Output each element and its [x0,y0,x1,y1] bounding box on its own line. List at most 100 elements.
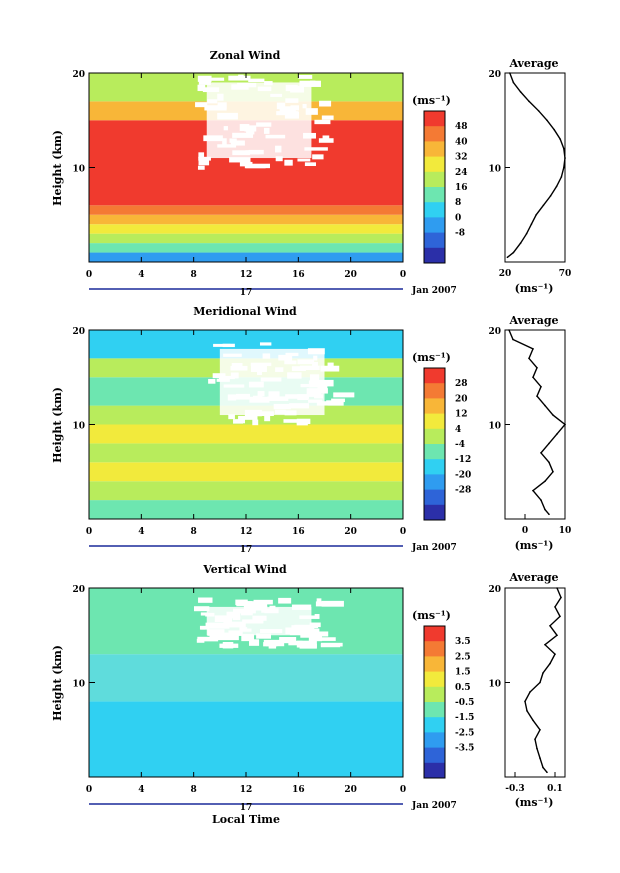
vertical-colorbar-swatch [424,671,445,688]
meridional-profile-xlabel: (ms⁻¹) [515,539,554,552]
zonal-layer-2 [89,233,403,244]
zonal-xtick-label: 0 [400,270,406,280]
meridional-x-ticks: 0 4 8 12 16 20 0 [86,330,406,537]
vertical-profile-point [560,596,562,599]
vertical-profile-point [556,634,558,637]
meridional-profile-xtick-label: 0 [522,526,528,536]
meridional-profile-point [532,376,534,379]
meridional-ytick-label: 20 [72,327,85,337]
vertical-profile-point [542,672,544,674]
zonal-profile-frame [504,72,566,263]
vertical-missing-data [197,636,219,642]
meridional-missing-data [327,362,334,368]
meridional-missing-data [259,342,272,346]
vertical-xtick-label: 0 [400,785,406,795]
vertical-missing-data [193,606,210,612]
vertical-colorbar-label: -2.5 [455,728,474,738]
vertical-profile-point [542,766,544,769]
meridional-colorbar-label: 28 [455,379,468,389]
zonal-profile-point [519,242,522,244]
meridional-missing-data-core [219,348,325,416]
vertical-missing-data [314,637,336,641]
meridional-missing-data [252,419,259,426]
zonal-missing-data [314,119,331,125]
zonal-profile-point [525,232,528,235]
vertical-colorbar-swatch [424,686,445,703]
zonal-profile-point [555,185,558,188]
vertical-profile-xlabel: (ms⁻¹) [515,796,554,809]
zonal-xtick-label: 20 [344,270,357,280]
meridional-colorbar-swatch [424,444,445,460]
meridional-profile: 0 10 10 20 [488,327,571,536]
meridional-layer-1 [89,481,403,501]
zonal-y-ticks: 10 20 [72,70,95,175]
vertical-missing-data [235,599,248,606]
vertical-colorbar-swatch [424,702,445,718]
meridional-date-label: Jan 2007 [411,543,457,553]
zonal-missing-data [248,78,265,83]
meridional-profile-point [544,508,546,511]
meridional-missing-data [208,378,216,384]
vertical-colorbar-label: 0.5 [455,683,471,693]
vertical-colorbar-swatch [424,641,445,657]
vertical-xtick-label: 12 [240,785,253,795]
vertical-profile-title: Average [508,571,558,584]
meridional-profile-point [536,367,538,369]
zonal-missing-data-core [206,82,312,159]
zonal-profile-title: Average [508,57,558,70]
vertical-ytick-label: 20 [72,585,85,595]
vertical-xtick-label: 20 [344,785,357,795]
meridional-layer-0 [89,500,403,519]
zonal-title: Zonal Wind [210,49,281,62]
zonal-profile-point [564,157,566,159]
vertical-ytick-label: 10 [72,680,85,690]
zonal-x-ticks: 0 4 8 12 16 20 0 [86,73,406,280]
zonal-colorbar-swatch [424,171,445,188]
meridional-wind-panel: Meridional Wind Height (km) 0 4 8 12 16 20 0 1… [51,305,571,555]
meridional-title: Meridional Wind [193,305,297,318]
meridional-profile-point [548,513,550,516]
zonal-colorbar-swatch [424,232,445,249]
meridional-profile-point [540,452,542,454]
meridional-profile-point [544,480,546,483]
vertical-profile-point [524,700,526,703]
meridional-xtick-label: 12 [240,527,253,537]
zonal-profile-point [535,213,537,216]
meridional-heatmap [89,330,403,519]
vertical-profile-ytick-label: 20 [488,585,501,595]
meridional-layer-3 [89,443,403,463]
meridional-layer-2 [89,462,403,482]
zonal-missing-data [297,158,311,162]
meridional-xtick-label: 0 [86,527,92,537]
zonal-ytick-label: 20 [72,70,85,80]
zonal-missing-data [198,158,210,166]
vertical-missing-data [222,642,234,649]
zonal-xtick-label: 0 [86,270,92,280]
vertical-profile-point [536,747,538,750]
zonal-profile-point [542,204,545,207]
meridional-profile-xtick-label: 10 [559,526,572,536]
vertical-profile-point [554,606,556,608]
vertical-profile-frame [504,587,566,778]
meridional-profile-point [540,385,542,388]
meridional-colorbar-swatch [424,383,445,399]
zonal-missing-data [197,84,206,92]
vertical-missing-data [249,639,260,646]
meridional-missing-data [238,415,258,420]
meridional-missing-data [233,419,244,424]
meridional-missing-data [283,419,307,423]
meridional-colorbar-label: -12 [455,455,471,465]
meridional-colorbar-swatch [424,413,445,430]
zonal-colorbar-label: 48 [455,122,468,132]
vertical-missing-data [288,640,303,646]
vertical-missing-data [279,637,297,644]
zonal-profile-xtick-label: 70 [559,269,572,279]
vertical-missing-data [296,640,317,648]
meridional-colorbar-frame [423,367,446,521]
zonal-missing-data [304,162,317,167]
zonal-profile-point [563,166,565,169]
vertical-colorbar-label: -0.5 [455,698,474,708]
vertical-colorbar-label: -1.5 [455,713,474,723]
vertical-colorbar-swatch [424,762,445,779]
meridional-missing-data [333,392,355,398]
